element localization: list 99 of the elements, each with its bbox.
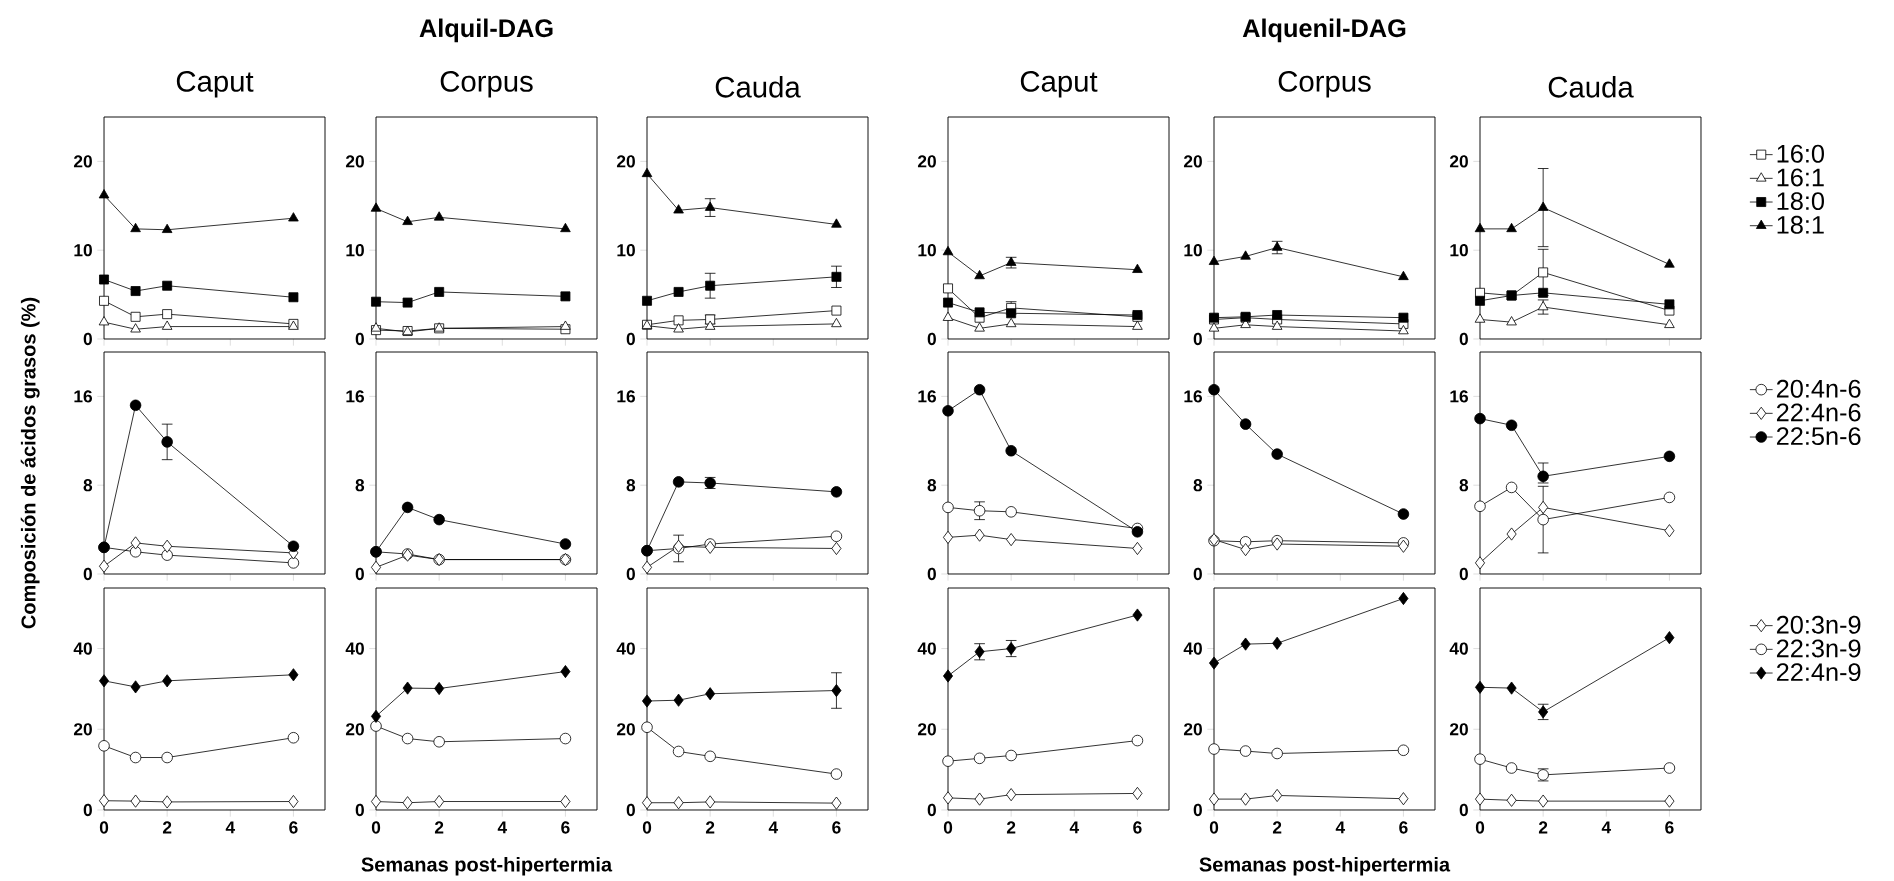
x-tick-label: 0: [642, 821, 652, 834]
x-tick-label: 0: [943, 821, 953, 834]
legend-label: 20:3n-9: [1776, 615, 1861, 634]
y-tick-label: 20: [1449, 723, 1468, 736]
y-tick-label: 10: [1450, 244, 1468, 257]
y-tick-label: 0: [1459, 803, 1468, 817]
x-tick-label: 4: [768, 821, 779, 834]
y-tick-label: 8: [83, 479, 93, 492]
y-tick-label: 10: [1184, 244, 1202, 257]
legend-label: 22:5n-6: [1776, 427, 1861, 446]
y-tick-label: 0: [626, 332, 635, 346]
y-tick-label: 16: [1450, 390, 1469, 403]
y-tick-label: 20: [1183, 723, 1202, 736]
y-tick-label: 0: [1459, 332, 1468, 346]
y-tick-label: 0: [1193, 803, 1202, 817]
y-tick-label: 0: [1193, 567, 1202, 581]
y-tick-label: 20: [917, 723, 936, 736]
legend-label: 20:4n-6: [1776, 379, 1861, 398]
y-tick-label: 10: [918, 244, 936, 257]
chart-title: Caput: [176, 71, 254, 98]
y-tick-label: 40: [917, 642, 936, 655]
y-tick-label: 40: [1183, 642, 1202, 655]
text: Alquil-DAG: [419, 18, 553, 43]
x-tick-label: 2: [705, 821, 715, 834]
y-tick-label: 20: [73, 723, 92, 736]
legend-label: 18:1: [1777, 215, 1824, 234]
legend-label: 22:4n-6: [1776, 403, 1861, 422]
x-tick-label: 6: [1133, 821, 1142, 834]
y-tick-label: 0: [927, 803, 936, 817]
y-tick-label: 40: [73, 642, 92, 655]
x-tick-label: 2: [1006, 821, 1016, 834]
y-tick-label: 0: [927, 567, 936, 581]
x-tick-label: 6: [289, 821, 298, 834]
x-tick-label: 6: [1665, 821, 1674, 834]
y-tick-label: 20: [1449, 155, 1468, 168]
y-tick-label: 0: [355, 332, 364, 346]
legend-label: 18:0: [1777, 192, 1824, 211]
chart-title: Cauda: [1548, 76, 1634, 98]
y-tick-label: 0: [83, 567, 92, 581]
legend-label: 16:0: [1777, 144, 1824, 163]
x-tick-label: 2: [162, 821, 172, 834]
y-tick-label: 40: [1449, 642, 1468, 655]
y-tick-label: 20: [73, 155, 92, 168]
x-tick-label: 6: [832, 821, 841, 834]
text: Alquenil-DAG: [1242, 18, 1406, 43]
legend-label: 22:4n-9: [1776, 663, 1861, 682]
x-tick-label: 2: [434, 821, 444, 834]
x-axis-title: Semanas post-hipertermia: [361, 856, 613, 876]
y-tick-label: 10: [74, 244, 92, 257]
y-tick-label: 20: [917, 155, 936, 168]
chart-title: Caput: [1020, 71, 1098, 98]
y-tick-label: 8: [927, 479, 937, 492]
legend-label: 16:1: [1777, 168, 1824, 187]
x-tick-label: 4: [225, 821, 236, 834]
y-tick-label: 0: [83, 332, 92, 346]
y-tick-label: 8: [355, 479, 365, 492]
x-tick-label: 0: [1475, 821, 1485, 834]
chart-title: Cauda: [715, 76, 801, 98]
y-tick-label: 0: [1459, 567, 1468, 581]
x-tick-label: 6: [1399, 821, 1408, 834]
x-tick-label: 0: [371, 821, 381, 834]
x-tick-label: 4: [1601, 821, 1612, 834]
legend-label: 22:3n-9: [1776, 639, 1861, 658]
y-tick-label: 0: [355, 803, 364, 817]
y-axis-title: Composición de ácidos grasos (%): [20, 297, 40, 629]
y-tick-label: 0: [355, 567, 364, 581]
y-tick-label: 20: [345, 155, 364, 168]
y-tick-label: 20: [345, 723, 364, 736]
y-tick-label: 16: [346, 390, 365, 403]
x-tick-label: 4: [1335, 821, 1346, 834]
y-tick-label: 16: [617, 390, 636, 403]
y-tick-label: 10: [617, 244, 635, 257]
y-tick-label: 16: [1184, 390, 1203, 403]
x-tick-label: 4: [1069, 821, 1080, 834]
chart-title: Corpus: [440, 71, 533, 98]
x-tick-label: 0: [1209, 821, 1219, 834]
y-tick-label: 20: [1183, 155, 1202, 168]
x-axis-title: Semanas post-hipertermia: [1199, 856, 1451, 876]
y-tick-label: 8: [1459, 479, 1469, 492]
y-tick-label: 0: [626, 567, 635, 581]
y-tick-label: 0: [1193, 332, 1202, 346]
y-tick-label: 40: [345, 642, 364, 655]
y-tick-label: 10: [346, 244, 364, 257]
y-tick-label: 8: [626, 479, 636, 492]
x-tick-label: 6: [561, 821, 570, 834]
x-tick-label: 2: [1538, 821, 1548, 834]
y-tick-label: 0: [626, 803, 635, 817]
y-tick-label: 16: [918, 390, 937, 403]
y-tick-label: 8: [1193, 479, 1203, 492]
y-tick-label: 20: [616, 723, 635, 736]
y-tick-label: 16: [74, 390, 93, 403]
y-tick-label: 20: [616, 155, 635, 168]
y-tick-label: 40: [616, 642, 635, 655]
x-tick-label: 0: [99, 821, 109, 834]
x-tick-label: 2: [1272, 821, 1282, 834]
chart-title: Corpus: [1278, 71, 1371, 98]
x-tick-label: 4: [497, 821, 508, 834]
y-tick-label: 0: [927, 332, 936, 346]
y-tick-label: 0: [83, 803, 92, 817]
